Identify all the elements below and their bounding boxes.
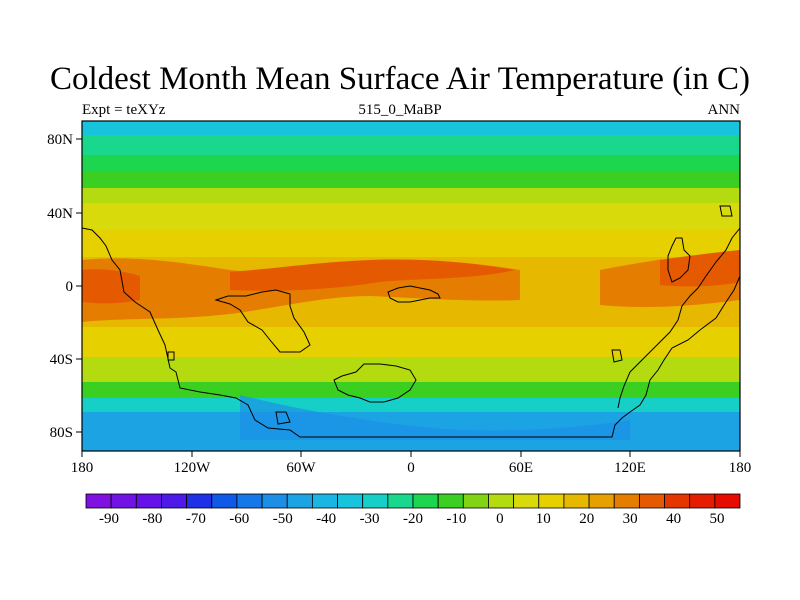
colorbar-swatch (563, 493, 590, 509)
colorbar-swatch (538, 493, 565, 509)
colorbar-swatch (362, 493, 389, 509)
x-tick-0: 0 (407, 460, 415, 476)
colorbar-swatch (613, 493, 640, 509)
colorbar-swatch (437, 493, 464, 509)
colorbar-label: 0 (496, 511, 504, 527)
y-tick-80s: 80S (50, 425, 73, 441)
colorbar-label: -70 (186, 511, 206, 527)
season-label: ANN (707, 102, 741, 118)
y-tick-40n: 40N (47, 206, 73, 222)
plot-title: Coldest Month Mean Surface Air Temperatu… (50, 61, 750, 97)
colorbar-swatch (462, 493, 489, 509)
x-tick-labels: 180 120W 60W 0 60E 120E 180 (71, 460, 752, 476)
x-tick-180w: 180 (71, 460, 94, 476)
colorbar-label: 10 (536, 511, 551, 527)
y-tick-80n: 80N (47, 132, 73, 148)
colorbar-swatch (186, 493, 213, 509)
colorbar-swatch (638, 493, 665, 509)
colorbar-swatch (337, 493, 364, 509)
colorbar-label: -90 (99, 511, 119, 527)
x-tick-180e: 180 (729, 460, 752, 476)
continent-outlines (82, 205, 740, 438)
colorbar-swatch (261, 493, 288, 509)
colorbar-swatch (211, 493, 238, 509)
colorbar-label: 30 (623, 511, 638, 527)
x-tick-120e: 120E (614, 460, 646, 476)
y-tick-labels: 80N 40N 0 40S 80S (47, 132, 73, 441)
colorbar-label: -60 (229, 511, 249, 527)
colorbar-label: -80 (142, 511, 162, 527)
colorbar-swatch (488, 493, 515, 509)
colorbar-label: -50 (273, 511, 293, 527)
colorbar-swatch (236, 493, 263, 509)
experiment-label: Expt = teXYz (82, 102, 166, 118)
colorbar-swatch (85, 493, 112, 509)
colorbar-swatch (286, 493, 313, 509)
temperature-field (82, 121, 740, 451)
time-label: 515_0_MaBP (358, 102, 442, 118)
axis-ticks (76, 138, 741, 457)
colorbar (85, 493, 741, 509)
x-tick-120w: 120W (174, 460, 212, 476)
colorbar-label: -10 (446, 511, 466, 527)
colorbar-label: 20 (579, 511, 594, 527)
colorbar-swatch (689, 493, 716, 509)
colorbar-labels: -90 -80 -70 -60 -50 -40 -30 -20 -10 0 10 20 30 40 50 (99, 511, 725, 527)
y-tick-0: 0 (66, 279, 74, 295)
colorbar-swatch (588, 493, 615, 509)
colorbar-label: 40 (666, 511, 681, 527)
colorbar-swatch (161, 493, 188, 509)
colorbar-swatch (110, 493, 137, 509)
colorbar-label: 50 (710, 511, 725, 527)
colorbar-label: -40 (316, 511, 336, 527)
x-tick-60w: 60W (286, 460, 316, 476)
colorbar-swatch (714, 493, 741, 509)
colorbar-label: -30 (360, 511, 380, 527)
colorbar-swatch (513, 493, 540, 509)
colorbar-swatch (135, 493, 162, 509)
colorbar-swatch (311, 493, 338, 509)
y-tick-40s: 40S (50, 352, 73, 368)
colorbar-swatch (387, 493, 414, 509)
colorbar-swatch (664, 493, 691, 509)
x-tick-60e: 60E (509, 460, 533, 476)
colorbar-label: -20 (403, 511, 423, 527)
colorbar-swatch (412, 493, 439, 509)
